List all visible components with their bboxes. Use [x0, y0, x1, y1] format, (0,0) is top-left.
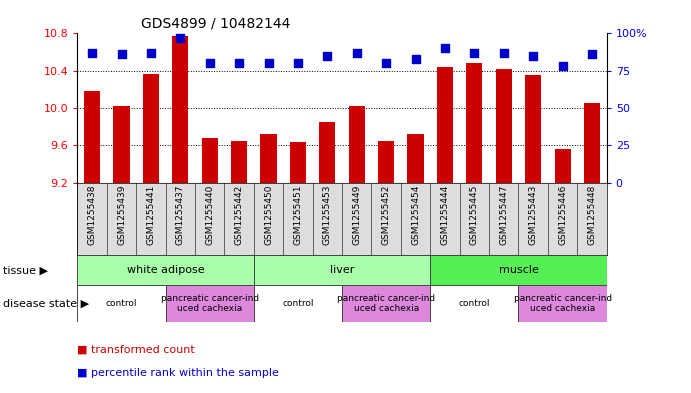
- Bar: [525, 75, 541, 183]
- Bar: [254, 255, 430, 285]
- Point: [145, 50, 156, 56]
- Point: [528, 53, 539, 59]
- Text: control: control: [106, 299, 138, 308]
- Bar: [319, 122, 335, 183]
- Text: GSM1255444: GSM1255444: [440, 185, 449, 245]
- Bar: [342, 285, 430, 322]
- Bar: [290, 141, 306, 183]
- Bar: [261, 134, 276, 183]
- Bar: [77, 255, 254, 285]
- Bar: [202, 138, 218, 183]
- Point: [351, 50, 362, 56]
- Bar: [430, 255, 607, 285]
- Point: [175, 35, 186, 41]
- Text: GSM1255439: GSM1255439: [117, 185, 126, 245]
- Text: GSM1255438: GSM1255438: [88, 185, 97, 245]
- Point: [498, 50, 509, 56]
- Point: [116, 51, 127, 57]
- Text: ■ percentile rank within the sample: ■ percentile rank within the sample: [77, 368, 279, 378]
- Text: GSM1255452: GSM1255452: [381, 185, 390, 245]
- Text: white adipose: white adipose: [126, 265, 205, 275]
- Point: [381, 60, 392, 66]
- Bar: [378, 141, 395, 183]
- Bar: [143, 75, 159, 183]
- Point: [234, 60, 245, 66]
- Text: GSM1255453: GSM1255453: [323, 185, 332, 245]
- Point: [322, 53, 333, 59]
- Bar: [554, 149, 571, 183]
- Text: GSM1255442: GSM1255442: [235, 185, 244, 245]
- Bar: [166, 285, 254, 322]
- Text: ■ transformed count: ■ transformed count: [77, 345, 195, 355]
- Text: GSM1255454: GSM1255454: [411, 185, 420, 245]
- Bar: [518, 285, 607, 322]
- Text: muscle: muscle: [498, 265, 538, 275]
- Text: GSM1255437: GSM1255437: [176, 185, 184, 245]
- Text: liver: liver: [330, 265, 354, 275]
- Text: control: control: [282, 299, 314, 308]
- Point: [439, 45, 451, 51]
- Text: GSM1255445: GSM1255445: [470, 185, 479, 245]
- Bar: [77, 285, 166, 322]
- Text: pancreatic cancer-ind
uced cachexia: pancreatic cancer-ind uced cachexia: [160, 294, 259, 313]
- Text: GSM1255440: GSM1255440: [205, 185, 214, 245]
- Text: pancreatic cancer-ind
uced cachexia: pancreatic cancer-ind uced cachexia: [513, 294, 612, 313]
- Bar: [113, 106, 130, 183]
- Bar: [430, 285, 518, 322]
- Bar: [172, 36, 189, 183]
- Bar: [466, 63, 482, 183]
- Text: control: control: [459, 299, 490, 308]
- Bar: [584, 103, 600, 183]
- Point: [263, 60, 274, 66]
- Bar: [231, 141, 247, 183]
- Text: GSM1255451: GSM1255451: [294, 185, 303, 245]
- Bar: [495, 69, 512, 183]
- Bar: [408, 134, 424, 183]
- Point: [587, 51, 598, 57]
- Text: pancreatic cancer-ind
uced cachexia: pancreatic cancer-ind uced cachexia: [337, 294, 435, 313]
- Point: [292, 60, 303, 66]
- Text: GSM1255446: GSM1255446: [558, 185, 567, 245]
- Text: disease state ▶: disease state ▶: [3, 299, 90, 309]
- Text: GSM1255447: GSM1255447: [500, 185, 509, 245]
- Text: GDS4899 / 10482144: GDS4899 / 10482144: [141, 17, 290, 31]
- Point: [205, 60, 216, 66]
- Text: GSM1255443: GSM1255443: [529, 185, 538, 245]
- Text: GSM1255441: GSM1255441: [146, 185, 155, 245]
- Text: GSM1255448: GSM1255448: [587, 185, 596, 245]
- Point: [557, 63, 568, 70]
- Bar: [254, 285, 342, 322]
- Bar: [84, 91, 100, 183]
- Bar: [437, 67, 453, 183]
- Text: GSM1255450: GSM1255450: [264, 185, 273, 245]
- Text: tissue ▶: tissue ▶: [3, 265, 48, 275]
- Point: [86, 50, 97, 56]
- Bar: [349, 106, 365, 183]
- Point: [468, 50, 480, 56]
- Point: [410, 56, 421, 62]
- Text: GSM1255449: GSM1255449: [352, 185, 361, 245]
